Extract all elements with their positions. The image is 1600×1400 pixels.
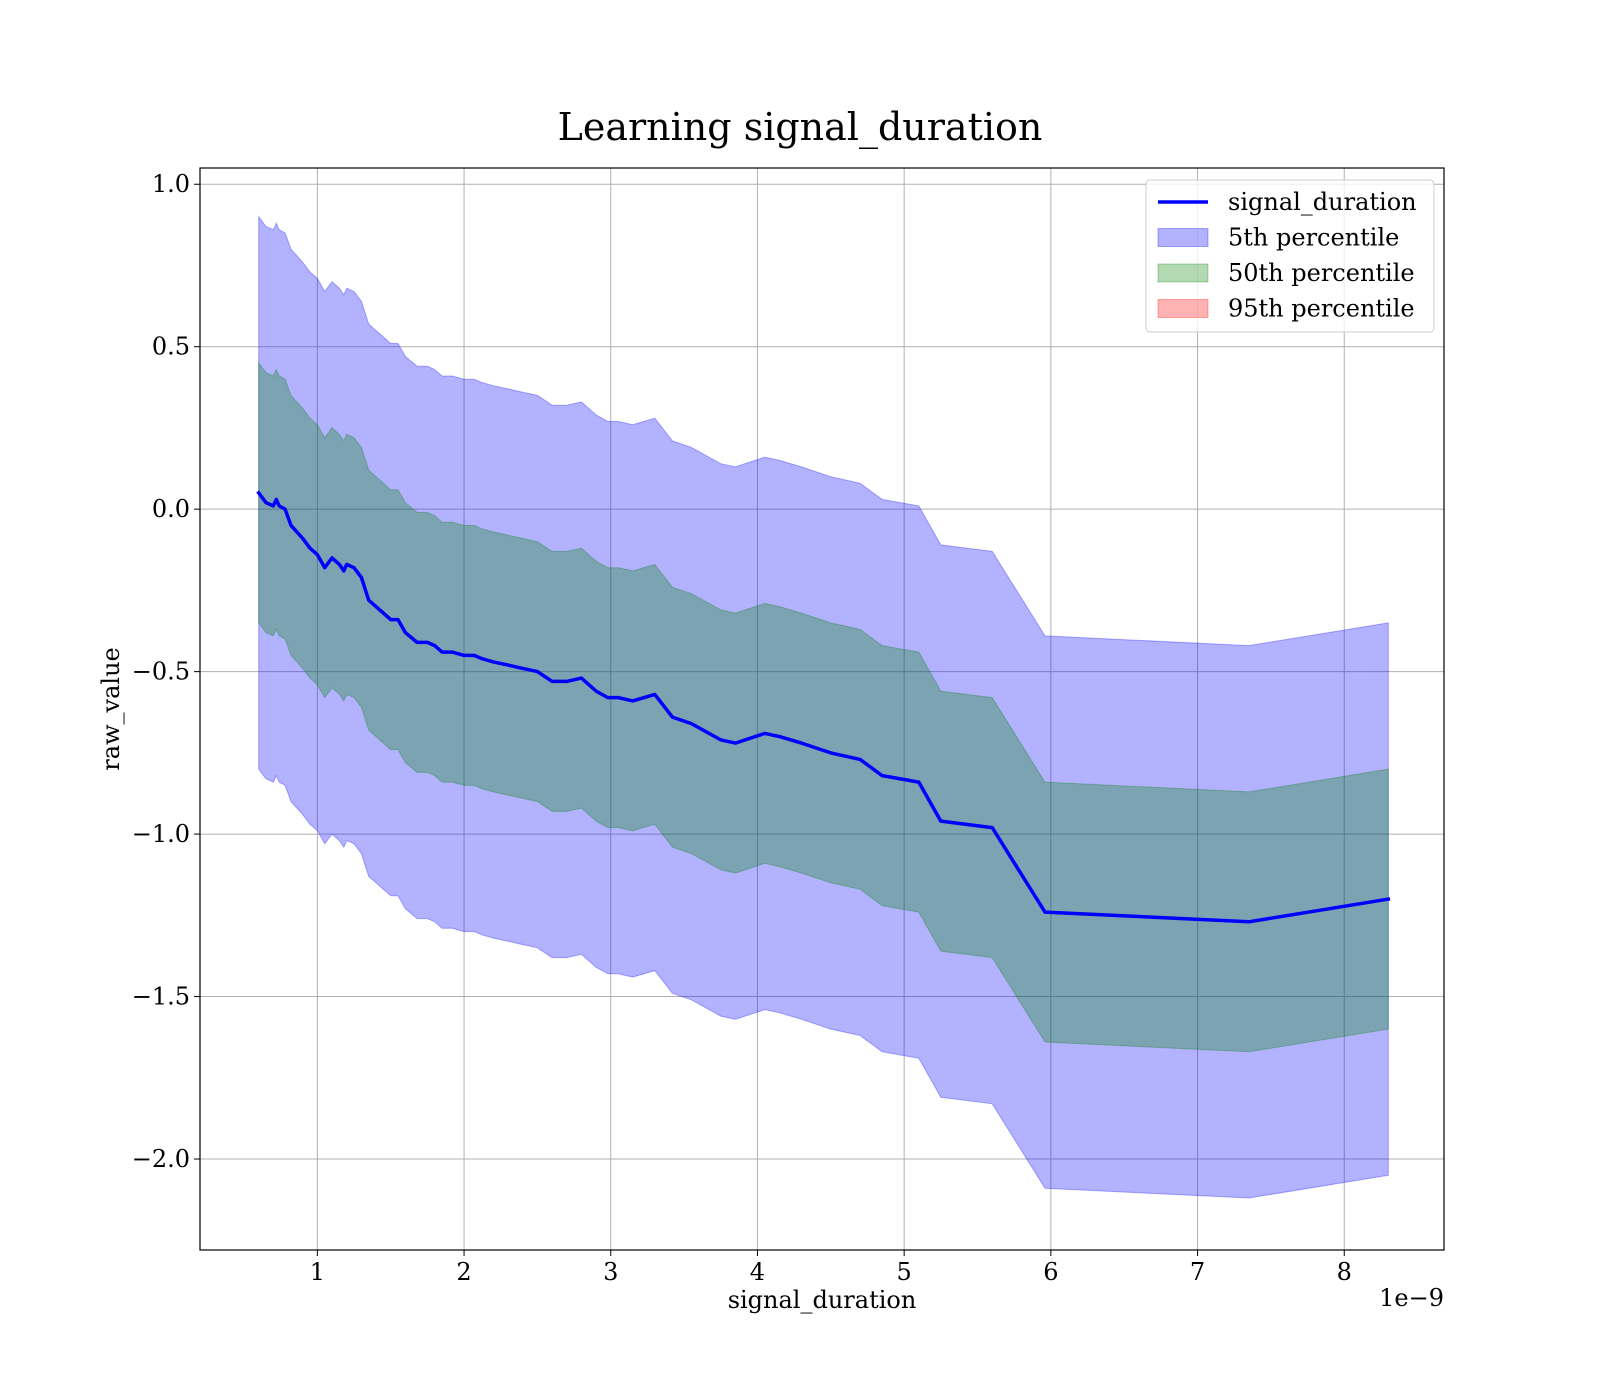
- legend-frame: [1145, 179, 1435, 333]
- x-tick-label: 4: [750, 1258, 765, 1286]
- y-tick-label: 0.5: [152, 333, 190, 361]
- legend-patch-swatch: [1157, 263, 1209, 283]
- legend-label: 5th percentile: [1228, 224, 1399, 252]
- legend-patch-swatch: [1157, 228, 1209, 247]
- y-tick-label: −2.0: [132, 1145, 190, 1173]
- y-tick-label: 1.0: [152, 170, 190, 198]
- x-tick-label: 1: [310, 1258, 325, 1286]
- x-tick-label: 2: [456, 1258, 471, 1286]
- y-axis-label: raw_value: [97, 647, 125, 771]
- grid: [200, 168, 1444, 1250]
- y-tick-label: −0.5: [132, 658, 190, 686]
- x-tick-label: 5: [897, 1258, 912, 1286]
- legend-label: 50th percentile: [1228, 259, 1415, 287]
- x-tick-label: 6: [1043, 1258, 1058, 1286]
- x-tick-label: 7: [1190, 1258, 1205, 1286]
- legend-label: 95th percentile: [1228, 295, 1415, 323]
- x-axis-label: signal_duration: [728, 1286, 917, 1314]
- y-tick-label: −1.0: [132, 820, 190, 848]
- legend-label: signal_duration: [1228, 188, 1417, 216]
- band-5th-percentile: [258, 215, 1389, 1199]
- x-axis-ticks: 1 2 3 4 5 6 7 8: [310, 1250, 1352, 1286]
- plot-frame: [199, 167, 1445, 1251]
- percentile-bands: [258, 215, 1389, 1199]
- series-line-signal-duration: [256, 490, 1391, 924]
- band-50th-percentile: [258, 361, 1389, 1053]
- y-tick-label: −1.5: [132, 983, 190, 1011]
- y-axis-ticks: 1.0 0.5 0.0 −0.5 −1.0 −1.5 −2.0: [132, 170, 200, 1173]
- x-tick-label: 8: [1337, 1258, 1352, 1286]
- x-tick-label: 3: [603, 1258, 618, 1286]
- legend-patch-swatch: [1157, 299, 1209, 318]
- series-lines: [256, 490, 1391, 924]
- legend: signal_duration 5th percentile 50th percen…: [1145, 179, 1435, 333]
- chart-title: Learning signal_duration: [558, 105, 1043, 150]
- y-tick-label: 0.0: [152, 495, 190, 523]
- x-axis-offset-label: 1e−9: [1379, 1284, 1444, 1312]
